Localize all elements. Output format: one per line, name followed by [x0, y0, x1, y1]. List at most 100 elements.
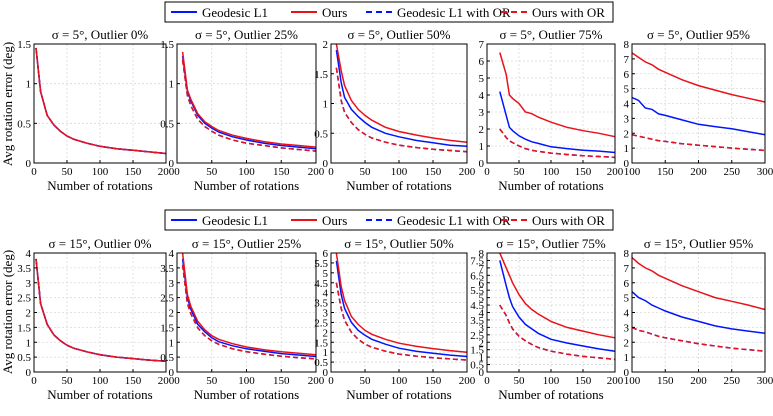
panel-title: σ = 5°, Outlier 50%	[348, 27, 451, 42]
x-axis-label: Number of rotations	[498, 178, 603, 193]
series-line	[499, 304, 616, 361]
y-tick-label: 2.5	[17, 293, 31, 305]
x-tick-label: 200	[158, 166, 175, 178]
y-tick-label: 3	[26, 278, 32, 290]
x-axis-label: Number of rotations	[346, 178, 451, 193]
y-tick-label: 1.5	[17, 39, 31, 51]
y-tick-label: 6	[479, 278, 485, 290]
x-tick-label: 0	[174, 166, 180, 178]
y-tick-label: 0.5	[17, 118, 31, 130]
panel-title: σ = 15°, Outlier 95%	[644, 236, 754, 251]
y-tick-label: 2	[479, 124, 485, 136]
y-tick-label: 5	[624, 84, 630, 96]
panel-title: σ = 5°, Outlier 95%	[647, 27, 750, 42]
y-tick-label: 2	[624, 128, 630, 140]
x-tick-label: 0	[484, 375, 490, 387]
panel-4: σ = 5°, Outlier 75% 0 50 100 150 200 0 1 2 3 4 5 6 7 N…	[479, 27, 624, 193]
panel-9: σ = 15°, Outlier 75% 0 50 100 150 200 00.511.5…	[470, 236, 624, 402]
x-tick-label: 0	[31, 166, 37, 178]
x-tick-label: 150	[575, 166, 592, 178]
y-tick-label: 1	[323, 347, 329, 359]
x-tick-label: 150	[575, 375, 592, 387]
y-tick-label: 2	[169, 308, 175, 320]
series-line	[335, 282, 468, 361]
y-tick-label: 5.5	[470, 285, 484, 297]
x-axis-label: Number of rotations	[47, 178, 152, 193]
y-tick-label: 1	[479, 352, 485, 364]
x-tick-label: 150	[425, 166, 442, 178]
panel-title: σ = 15°, Outlier 75%	[496, 236, 606, 251]
y-tick-label: 2	[26, 308, 32, 320]
panel-title: σ = 15°, Outlier 25%	[192, 236, 302, 251]
y-tick-label: 5	[479, 293, 485, 305]
x-tick-label: 150	[273, 166, 290, 178]
y-tick-label: 1.5	[470, 345, 484, 357]
x-axis-label: Number of rotations	[194, 178, 299, 193]
y-tick-label: 4.5	[470, 300, 484, 312]
x-tick-label: 150	[125, 375, 142, 387]
y-tick-label: 0	[624, 367, 630, 379]
series-line	[631, 326, 766, 352]
x-tick-label: 0	[484, 166, 490, 178]
series-line	[181, 59, 317, 152]
panel-6: σ = 15°, Outlier 0%0 50 100 150 20000.511.52…	[17, 236, 175, 402]
panel-10: σ = 15°, Outlier 95% 100 150 200 250 300 0 1 2 3 4…	[624, 236, 773, 387]
x-tick-label: 200	[308, 166, 325, 178]
y-tick-label: 1.5	[160, 39, 174, 51]
y-tick-label: 4	[26, 248, 32, 260]
x-tick-label: 200	[158, 375, 175, 387]
series-line	[35, 258, 167, 363]
y-tick-label: 7	[479, 263, 485, 275]
y-tick-label: 4	[169, 248, 175, 260]
y-tick-label: 6	[624, 69, 630, 81]
x-tick-label: 100	[238, 166, 255, 178]
series-line	[35, 47, 167, 155]
legend-label: Geodesic L1	[202, 5, 268, 20]
y-tick-label: 4	[624, 99, 630, 111]
y-tick-label: 8	[624, 39, 630, 51]
y-axis-label-top: Avg rotation error (deg)	[0, 42, 15, 166]
y-tick-label: 5	[624, 293, 630, 305]
y-tick-label: 4	[479, 308, 485, 320]
legends: Geodesic L1 Ours Geodesic L1 with OR Ours w…	[164, 1, 614, 231]
x-tick-label: 200	[308, 375, 325, 387]
y-tick-label: 5	[479, 73, 485, 85]
y-tick-label: 1	[26, 337, 32, 349]
y-tick-label: 2	[323, 327, 329, 339]
y-tick-label: 4	[624, 308, 630, 320]
y-tick-label: 7	[479, 39, 485, 51]
y-tick-label: 0	[323, 158, 329, 170]
x-tick-label: 0	[31, 375, 37, 387]
x-axis-label: Number of rotations	[47, 387, 152, 402]
x-tick-label: 50	[514, 166, 526, 178]
panel-title: σ = 5°, Outlier 75%	[500, 27, 603, 42]
y-tick-label: 1.5	[314, 69, 328, 81]
series-line	[499, 128, 616, 159]
y-tick-label: 0	[26, 158, 32, 170]
x-tick-label: 0	[328, 375, 334, 387]
y-tick-label: 2.5	[314, 317, 328, 329]
x-tick-label: 250	[724, 166, 741, 178]
y-tick-label: 0.5	[314, 357, 328, 369]
series-line	[181, 264, 317, 360]
series-line	[35, 258, 167, 363]
x-tick-label: 100	[624, 166, 641, 178]
y-tick-label: 0	[624, 158, 630, 170]
y-tick-label: 7	[624, 54, 630, 66]
panels: σ = 5°, Outlier 0%0 50 100 150 20000.511.5Nu…	[17, 27, 773, 402]
y-tick-label: 0	[323, 367, 329, 379]
x-tick-label: 200	[690, 375, 707, 387]
x-tick-label: 150	[657, 166, 674, 178]
series-line	[181, 252, 317, 356]
legend-label: Ours with OR	[532, 213, 605, 228]
y-tick-label: 2	[479, 337, 485, 349]
panel-5: σ = 5°, Outlier 95% 100 150 200 250 300 0 1 2 3 4 5…	[624, 27, 773, 178]
y-tick-label: 1	[479, 141, 485, 153]
legend-bottom: Geodesic L1 Ours Geodesic L1 with OR Ours w…	[164, 209, 614, 231]
x-tick-label: 50	[360, 375, 372, 387]
x-tick-label: 50	[206, 375, 218, 387]
legend-label: Ours	[322, 213, 347, 228]
x-tick-label: 100	[92, 375, 109, 387]
x-tick-label: 250	[724, 375, 741, 387]
y-tick-label: 0	[479, 367, 485, 379]
